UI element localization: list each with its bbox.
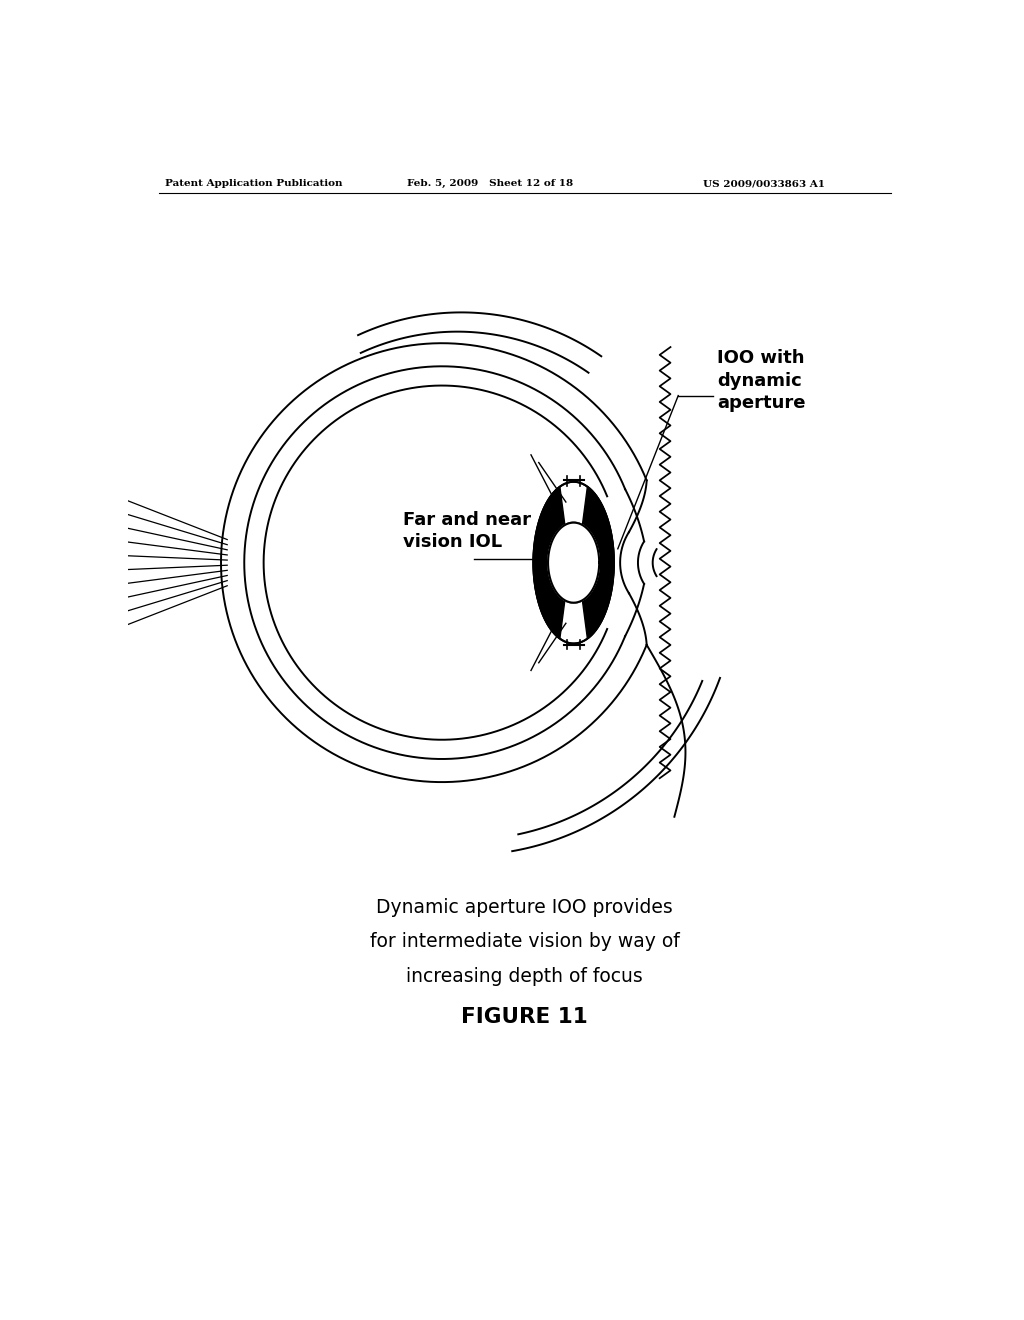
Text: US 2009/0033863 A1: US 2009/0033863 A1	[703, 180, 825, 189]
Polygon shape	[534, 487, 565, 639]
Text: FIGURE 11: FIGURE 11	[462, 1007, 588, 1027]
Text: for intermediate vision by way of: for intermediate vision by way of	[370, 932, 680, 952]
Text: Far and near
vision IOL: Far and near vision IOL	[403, 511, 531, 552]
Text: Feb. 5, 2009   Sheet 12 of 18: Feb. 5, 2009 Sheet 12 of 18	[407, 180, 573, 189]
Text: increasing depth of focus: increasing depth of focus	[407, 966, 643, 986]
Polygon shape	[548, 523, 599, 603]
Text: Dynamic aperture IOO provides: Dynamic aperture IOO provides	[377, 898, 673, 916]
Text: Patent Application Publication: Patent Application Publication	[165, 180, 343, 189]
Text: IOO with
dynamic
aperture: IOO with dynamic aperture	[717, 350, 806, 412]
Polygon shape	[583, 487, 614, 639]
Polygon shape	[548, 523, 599, 603]
